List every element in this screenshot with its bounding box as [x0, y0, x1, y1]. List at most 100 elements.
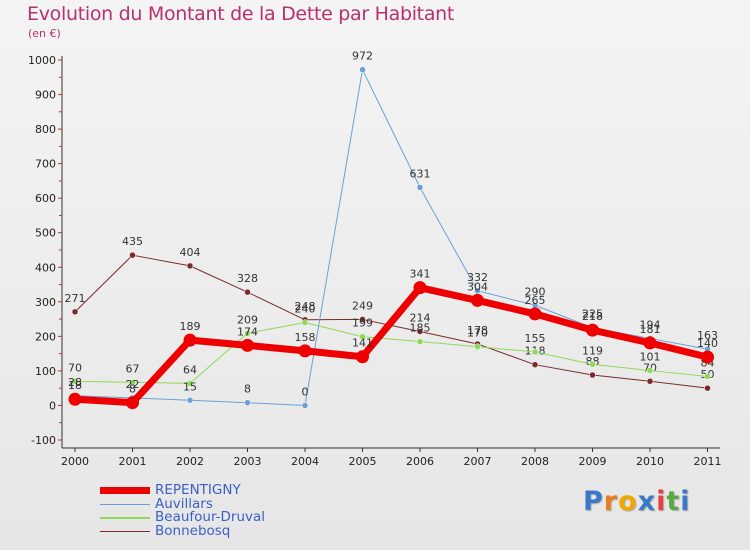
data-point-repentigny	[126, 396, 139, 410]
data-point-repentigny	[298, 344, 312, 358]
x-tick-label: 2001	[119, 455, 147, 468]
data-point-repentigny	[528, 307, 542, 321]
x-tick-label: 2002	[176, 455, 204, 468]
data-point-repentigny	[241, 338, 254, 352]
data-point-bonnebosq	[186, 262, 194, 270]
x-tick-label: 2005	[349, 455, 377, 468]
y-tick-label: 400	[35, 261, 56, 274]
data-point-beaufour-druval	[186, 380, 194, 387]
data-point-auvillars	[301, 402, 309, 409]
data-point-bonnebosq	[416, 328, 424, 335]
data-label-auvillars: 8	[244, 383, 251, 396]
data-point-beaufour-druval	[71, 378, 79, 385]
chart-title: Evolution du Montant de la Dette par Hab…	[27, 3, 455, 25]
x-tick-label: 2010	[636, 455, 664, 468]
y-tick-label: 500	[35, 227, 56, 240]
data-point-repentigny	[471, 293, 484, 307]
data-label-auvillars: 194	[640, 318, 661, 331]
line-chart: 10009008007006005004003002001000-1002000…	[28, 50, 722, 468]
data-point-beaufour-druval	[359, 333, 366, 340]
data-label-beaufour-druval: 67	[126, 362, 140, 375]
data-label-repentigny: 18	[68, 379, 82, 392]
data-point-bonnebosq	[589, 371, 596, 379]
data-point-repentigny	[68, 392, 82, 406]
data-label-repentigny: 141	[352, 337, 373, 350]
data-label-repentigny: 181	[640, 323, 661, 336]
data-label-beaufour-druval: 199	[352, 317, 373, 330]
data-label-beaufour-druval: 170	[467, 327, 488, 340]
data-label-repentigny: 218	[582, 310, 603, 323]
y-tick-label: 600	[35, 192, 56, 205]
legend-swatch-beaufour-druval	[100, 517, 150, 519]
y-tick-label: 100	[35, 365, 56, 378]
data-point-bonnebosq	[244, 288, 251, 296]
data-point-beaufour-druval	[129, 379, 136, 386]
legend-swatch-auvillars	[100, 503, 150, 505]
data-label-repentigny: 8	[129, 383, 136, 396]
data-label-auvillars: 22	[126, 378, 140, 391]
data-label-auvillars: 972	[352, 50, 373, 63]
data-label-beaufour-druval: 119	[582, 344, 603, 357]
data-label-beaufour-druval: 240	[295, 303, 316, 316]
data-label-repentigny: 189	[180, 320, 201, 333]
data-label-auvillars: 163	[697, 329, 718, 342]
y-tick-label: 1000	[28, 54, 56, 67]
data-point-bonnebosq	[71, 308, 79, 316]
data-point-beaufour-druval	[646, 367, 654, 374]
x-tick-label: 2004	[291, 455, 319, 468]
data-point-beaufour-druval	[531, 348, 539, 356]
data-point-repentigny	[356, 350, 369, 364]
data-point-bonnebosq	[129, 251, 136, 259]
data-label-bonnebosq: 178	[467, 324, 488, 337]
data-label-bonnebosq: 404	[180, 246, 201, 259]
data-label-beaufour-druval: 101	[640, 351, 661, 364]
data-point-repentigny	[586, 323, 599, 337]
x-tick-label: 2006	[406, 455, 434, 468]
data-label-beaufour-druval: 185	[410, 322, 431, 335]
data-point-bonnebosq	[359, 316, 366, 323]
legend-swatch-bonnebosq	[100, 530, 150, 532]
data-point-auvillars	[474, 287, 481, 295]
data-point-repentigny	[701, 350, 714, 364]
proxiti-logo: Proxiti	[583, 486, 691, 517]
chart-subtitle: (en €)	[28, 27, 61, 40]
data-label-auvillars: 225	[582, 308, 603, 321]
legend-swatch-repentigny	[100, 487, 150, 494]
data-point-beaufour-druval	[416, 338, 424, 345]
data-label-repentigny: 174	[237, 325, 258, 338]
data-label-beaufour-druval: 155	[525, 332, 546, 345]
data-point-auvillars	[416, 184, 424, 191]
data-point-auvillars	[359, 66, 366, 73]
x-tick-label: 2003	[234, 455, 262, 468]
data-label-beaufour-druval: 209	[237, 313, 258, 326]
x-tick-label: 2009	[579, 455, 607, 468]
data-label-bonnebosq: 214	[410, 312, 431, 325]
data-point-beaufour-druval	[704, 373, 711, 380]
data-label-bonnebosq: 435	[122, 235, 143, 248]
y-tick-label: 300	[35, 296, 56, 309]
data-label-auvillars: 15	[183, 380, 197, 393]
data-point-beaufour-druval	[244, 330, 251, 337]
data-label-repentigny: 341	[410, 268, 431, 281]
data-label-repentigny: 304	[467, 280, 488, 293]
data-label-auvillars: 290	[525, 285, 546, 298]
data-point-bonnebosq	[531, 361, 539, 368]
data-point-beaufour-druval	[589, 361, 596, 368]
legend-label-beaufour-druval: Beaufour-Druval	[155, 509, 266, 525]
data-point-beaufour-druval	[301, 319, 309, 326]
data-label-repentigny: 265	[525, 294, 546, 307]
y-tick-label: 800	[35, 123, 56, 136]
data-label-bonnebosq: 249	[352, 299, 373, 312]
data-label-repentigny: 158	[295, 331, 316, 344]
data-label-auvillars: 28	[68, 376, 82, 389]
series-line-auvillars	[74, 69, 708, 406]
data-point-auvillars	[244, 399, 251, 406]
series-line-beaufour-druval	[74, 322, 708, 384]
x-tick-label: 2011	[694, 455, 722, 468]
legend-label-repentigny: REPENTIGNY	[155, 482, 241, 498]
data-label-bonnebosq: 328	[237, 272, 258, 285]
data-label-bonnebosq: 248	[295, 300, 316, 313]
x-tick-label: 2008	[521, 455, 549, 468]
data-label-bonnebosq: 271	[65, 292, 86, 305]
legend-label-bonnebosq: Bonnebosq	[155, 522, 231, 539]
